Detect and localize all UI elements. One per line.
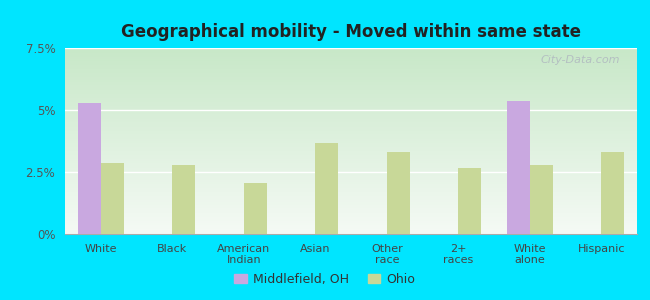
Text: City-Data.com: City-Data.com	[540, 56, 620, 65]
Bar	[387, 152, 410, 234]
Legend: Middlefield, OH, Ohio: Middlefield, OH, Ohio	[229, 268, 421, 291]
Bar	[601, 152, 624, 234]
Bar	[101, 163, 124, 234]
Title: Geographical mobility - Moved within same state: Geographical mobility - Moved within sam…	[121, 23, 581, 41]
Bar	[78, 103, 101, 234]
Bar	[172, 165, 195, 234]
Bar	[315, 143, 338, 234]
Bar	[530, 165, 552, 234]
Bar	[458, 168, 481, 234]
Bar	[507, 101, 530, 234]
Bar	[244, 183, 266, 234]
